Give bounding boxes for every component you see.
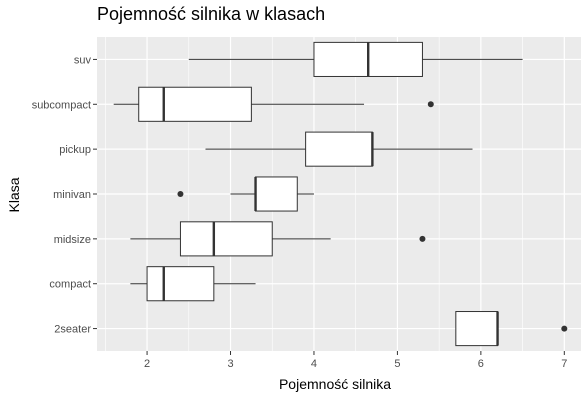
outlier-point <box>177 191 184 197</box>
y-tick-label: suv <box>74 54 92 66</box>
outlier-point <box>561 325 568 332</box>
x-tick-label: 7 <box>561 358 567 370</box>
x-tick-label: 5 <box>394 358 400 370</box>
y-tick-label: minivan <box>53 189 91 201</box>
chart-title: Pojemność silnika w klasach <box>97 4 326 24</box>
x-tick-label: 4 <box>311 358 317 370</box>
box-iqr <box>455 311 499 347</box>
y-tick-label: 2seater <box>54 324 91 336</box>
y-axis-label: Klasa <box>6 177 22 213</box>
x-tick-label: 2 <box>144 358 150 370</box>
y-tick-label: compact <box>49 279 91 291</box>
outlier-point <box>419 235 426 242</box>
x-tick-label: 3 <box>227 358 233 370</box>
y-tick-label: midsize <box>54 234 91 246</box>
box-iqr <box>305 131 373 167</box>
box-iqr <box>179 221 273 257</box>
box-iqr <box>255 176 298 212</box>
outlier-point <box>427 101 434 108</box>
x-tick-label: 6 <box>478 358 484 370</box>
box-iqr <box>138 86 252 122</box>
y-tick-label: subcompact <box>32 99 91 111</box>
box-iqr <box>146 266 215 302</box>
y-tick-label: pickup <box>59 144 91 156</box>
x-axis-label: Pojemność silnika <box>278 376 392 392</box>
